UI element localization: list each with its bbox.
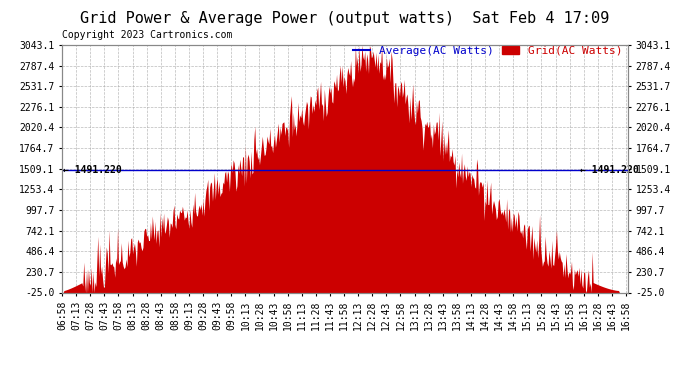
Legend: Average(AC Watts), Grid(AC Watts): Average(AC Watts), Grid(AC Watts) [353,46,622,56]
Text: ← 1491.220: ← 1491.220 [580,165,639,175]
Text: Grid Power & Average Power (output watts)  Sat Feb 4 17:09: Grid Power & Average Power (output watts… [80,11,610,26]
Text: ← 1491.220: ← 1491.220 [63,165,122,175]
Text: Copyright 2023 Cartronics.com: Copyright 2023 Cartronics.com [62,30,233,40]
